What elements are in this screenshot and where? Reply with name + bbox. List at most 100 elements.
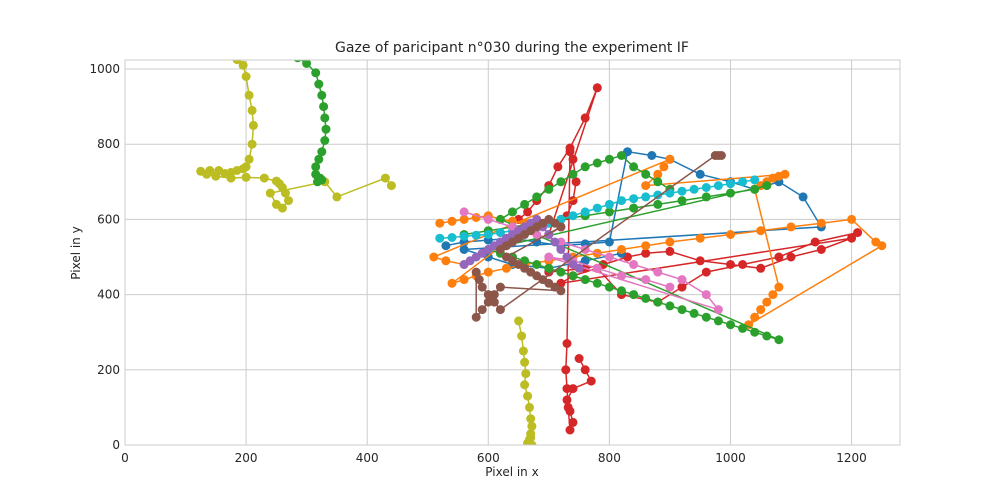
gaze-point (695, 256, 705, 266)
gaze-point (677, 186, 687, 196)
gaze-point (665, 237, 675, 247)
gaze-point (241, 72, 251, 81)
gaze-point (786, 252, 796, 262)
gaze-point (659, 162, 669, 172)
gaze-point (544, 263, 554, 273)
gaze-point (247, 139, 257, 149)
gaze-point (202, 169, 212, 179)
gaze-point (320, 136, 330, 145)
gaze-point (604, 199, 614, 209)
x-tick-label: 400 (356, 451, 379, 465)
y-tick-label: 200 (97, 363, 120, 377)
gaze-point (701, 290, 711, 300)
gaze-point (532, 260, 542, 269)
x-tick-label: 0 (121, 451, 129, 465)
gaze-point (226, 173, 236, 183)
gaze-point (653, 190, 663, 200)
gaze-point (810, 237, 820, 247)
gaze-point (244, 90, 254, 100)
gaze-point (459, 214, 469, 224)
gaze-point (677, 196, 687, 206)
gaze-point (750, 327, 760, 337)
gaze-point (568, 169, 578, 179)
gaze-point (520, 357, 530, 367)
gaze-point (380, 173, 390, 183)
x-tick-label: 800 (598, 451, 621, 465)
gaze-point (495, 305, 505, 315)
gaze-series-1 (293, 60, 331, 187)
gaze-point (592, 263, 602, 273)
gaze-point (495, 228, 505, 238)
gaze-point (853, 228, 863, 238)
gaze-point (713, 305, 723, 315)
gaze-point (565, 406, 575, 416)
gaze-point (471, 230, 481, 240)
gaze-point (544, 184, 554, 194)
gaze-point (238, 60, 248, 70)
gaze-series-8 (459, 151, 784, 345)
gaze-point (738, 323, 748, 333)
gaze-point (653, 267, 663, 277)
chart-title: Gaze of paricipant n°030 during the expe… (335, 40, 689, 56)
gaze-point (629, 162, 639, 172)
gaze-point (786, 222, 796, 232)
gaze-point (756, 226, 766, 236)
gaze-point (477, 305, 487, 315)
gaze-point (514, 316, 524, 326)
gaze-point (604, 237, 614, 247)
gaze-point (501, 263, 511, 273)
gaze-point (762, 181, 772, 191)
gaze-point (317, 175, 327, 185)
gaze-point (617, 286, 626, 296)
gaze-point (508, 207, 517, 217)
gaze-point (447, 216, 457, 226)
gaze-point (556, 245, 566, 254)
gaze-point (774, 282, 784, 292)
gaze-point (701, 267, 711, 277)
gaze-point (762, 297, 772, 307)
gaze-point (526, 414, 536, 424)
gaze-point (553, 162, 563, 172)
gaze-point (816, 218, 826, 228)
x-tick-labels: 0 200 400 600 800 1000 1200 (121, 451, 867, 465)
gaze-point (447, 278, 457, 288)
gaze-point (756, 263, 766, 273)
gaze-point (716, 151, 726, 160)
gaze-point (565, 425, 575, 435)
gaze-point (526, 433, 536, 442)
gaze-point (319, 102, 329, 112)
gaze-point (247, 105, 257, 115)
gaze-point (629, 290, 639, 300)
gaze-point (816, 245, 826, 254)
y-tick-label: 1000 (89, 62, 120, 76)
gaze-point (641, 275, 651, 285)
gaze-point (762, 331, 772, 341)
gaze-point (592, 83, 602, 93)
y-tick-label: 0 (112, 438, 120, 452)
gaze-point (556, 222, 566, 232)
gaze-point (320, 113, 330, 123)
gaze-point (314, 154, 324, 164)
gaze-point (877, 241, 887, 251)
gaze-point (586, 376, 596, 386)
gaze-point (689, 184, 699, 194)
gaze-point (525, 402, 534, 412)
gaze-point (556, 177, 566, 187)
gaze-point (241, 172, 251, 182)
gaze-point (435, 218, 445, 228)
gaze-point (265, 188, 275, 198)
y-tick-label: 800 (97, 137, 120, 151)
gaze-point (562, 395, 572, 405)
gaze-point (311, 162, 321, 172)
gaze-point (550, 237, 560, 247)
gaze-point (459, 275, 469, 285)
gaze-point (223, 50, 232, 59)
gaze-point (641, 181, 651, 191)
gaze-point (677, 275, 687, 285)
gaze-point (565, 147, 575, 157)
gaze-point (641, 192, 651, 202)
gaze-point (604, 207, 614, 217)
gaze-point (580, 207, 590, 217)
gaze-point (471, 312, 481, 322)
gaze-point (592, 278, 602, 288)
